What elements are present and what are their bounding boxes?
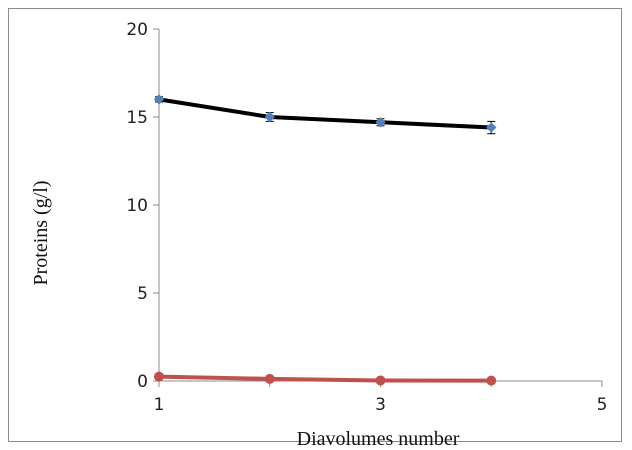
y-tick-label: 15 (126, 108, 148, 128)
data-point-marker (153, 94, 165, 105)
y-tick-label: 10 (126, 196, 148, 216)
series-1-line (158, 97, 492, 130)
data-point-marker (264, 373, 275, 384)
data-point-marker (486, 375, 497, 386)
axes: 0 5 10 15 20 1 3 5 (126, 20, 607, 415)
x-tick-label: 5 (597, 395, 608, 415)
chart-frame (8, 8, 622, 442)
series-2-line (158, 374, 492, 383)
x-tick-label: 1 (154, 395, 165, 415)
data-point-marker (375, 117, 386, 128)
data-point-marker (375, 375, 386, 386)
x-axis-title: Diavolumes number (297, 428, 460, 450)
y-tick-label: 20 (126, 20, 148, 40)
data-point-marker (486, 122, 497, 133)
y-tick-label: 5 (137, 284, 148, 304)
x-tick-label: 3 (375, 395, 386, 415)
y-tick-label: 0 (137, 372, 148, 392)
data-point-marker (264, 111, 275, 123)
data-point-marker (154, 371, 164, 382)
series-layer (153, 94, 497, 386)
y-axis-title: Proteins (g/l) (30, 181, 52, 286)
